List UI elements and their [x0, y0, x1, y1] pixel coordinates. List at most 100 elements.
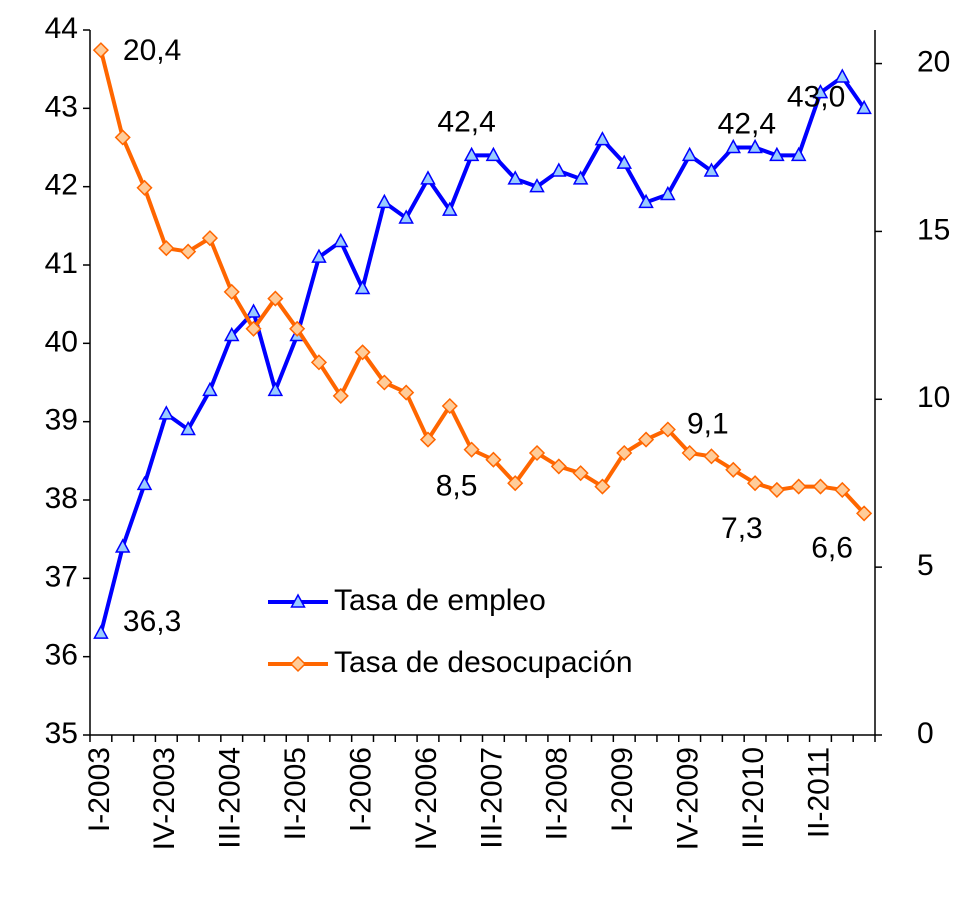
marker [703, 448, 720, 465]
data-label: 43,0 [787, 80, 845, 113]
marker [637, 431, 655, 448]
marker [768, 481, 785, 498]
marker [507, 475, 524, 492]
marker [747, 475, 764, 492]
marker [376, 193, 393, 209]
marker [659, 421, 676, 438]
y2-tick-label: 20 [917, 45, 950, 78]
marker [856, 99, 872, 115]
marker [441, 397, 458, 415]
marker [463, 146, 480, 162]
marker [202, 381, 218, 397]
x-tick-label: I-2003 [83, 747, 116, 832]
marker [638, 193, 654, 209]
marker [550, 458, 567, 475]
legend-marker [290, 593, 306, 608]
legend-label: Tasa de desocupación [334, 646, 633, 679]
marker [812, 478, 829, 495]
marker [834, 68, 851, 83]
marker [92, 42, 109, 59]
marker [245, 303, 262, 318]
marker [485, 146, 502, 162]
marker [551, 162, 567, 177]
marker [158, 405, 175, 420]
marker [311, 248, 327, 263]
series-line [98, 74, 866, 634]
marker [769, 146, 785, 162]
x-tick-label: IV-2006 [410, 747, 443, 850]
x-tick-label: IV-2003 [148, 747, 181, 850]
x-tick-label: I-2009 [606, 747, 639, 832]
marker [223, 326, 240, 342]
legend-label: Tasa de empleo [334, 584, 546, 617]
data-label: 36,3 [123, 605, 181, 638]
marker [463, 441, 480, 458]
marker [420, 170, 436, 185]
marker [267, 381, 284, 397]
marker [790, 478, 807, 495]
y-tick-label: 41 [45, 247, 78, 280]
y-tick-label: 39 [45, 404, 78, 437]
x-tick-label: II-2011 [802, 747, 835, 838]
marker [528, 444, 546, 462]
y-tick-label: 36 [45, 639, 78, 672]
data-label: 9,1 [687, 407, 729, 440]
marker [442, 201, 458, 216]
y-tick-label: 42 [45, 169, 78, 202]
marker [681, 444, 698, 462]
y-tick-label: 43 [45, 90, 78, 123]
x-tick-label: II-2008 [541, 747, 574, 840]
x-tick-label: III-2010 [737, 747, 770, 849]
marker [616, 444, 633, 462]
marker [594, 131, 611, 146]
marker [114, 538, 131, 553]
x-tick-label: III-2004 [214, 747, 247, 849]
y-tick-label: 38 [45, 482, 78, 515]
marker [354, 344, 371, 361]
legend-marker [289, 655, 307, 673]
marker [725, 138, 742, 154]
marker [681, 146, 698, 162]
marker [725, 461, 742, 478]
data-label: 20,4 [123, 34, 181, 67]
marker [398, 384, 415, 401]
marker [419, 431, 437, 448]
marker [507, 170, 523, 185]
y2-tick-label: 10 [917, 381, 950, 414]
marker [201, 230, 218, 247]
marker [93, 624, 109, 639]
marker [180, 243, 197, 260]
marker [812, 84, 829, 99]
y2-tick-label: 15 [917, 213, 950, 246]
marker [376, 374, 393, 391]
marker [398, 209, 414, 224]
y2-tick-label: 5 [917, 549, 934, 582]
marker [616, 154, 632, 169]
marker [485, 451, 502, 468]
marker [594, 478, 611, 495]
marker [136, 179, 153, 196]
marker [114, 129, 131, 146]
marker [158, 240, 175, 257]
marker [223, 283, 240, 300]
x-tick-label: III-2007 [475, 747, 508, 849]
x-tick-label: IV-2009 [672, 747, 705, 850]
x-tick-label: II-2005 [279, 747, 312, 840]
marker [790, 146, 807, 162]
marker [856, 505, 873, 522]
data-label: 7,3 [721, 512, 763, 545]
marker [267, 290, 284, 307]
marker [703, 162, 720, 177]
y-tick-label: 44 [45, 12, 78, 45]
y-tick-label: 40 [45, 325, 78, 358]
x-tick-label: I-2006 [344, 747, 377, 832]
y-tick-label: 35 [45, 717, 78, 750]
data-label: 42,4 [437, 105, 495, 138]
data-label: 8,5 [436, 470, 478, 503]
marker [572, 465, 589, 482]
y-tick-label: 37 [45, 560, 78, 593]
y2-tick-label: 0 [917, 717, 934, 750]
marker [333, 232, 349, 248]
marker [332, 387, 349, 404]
